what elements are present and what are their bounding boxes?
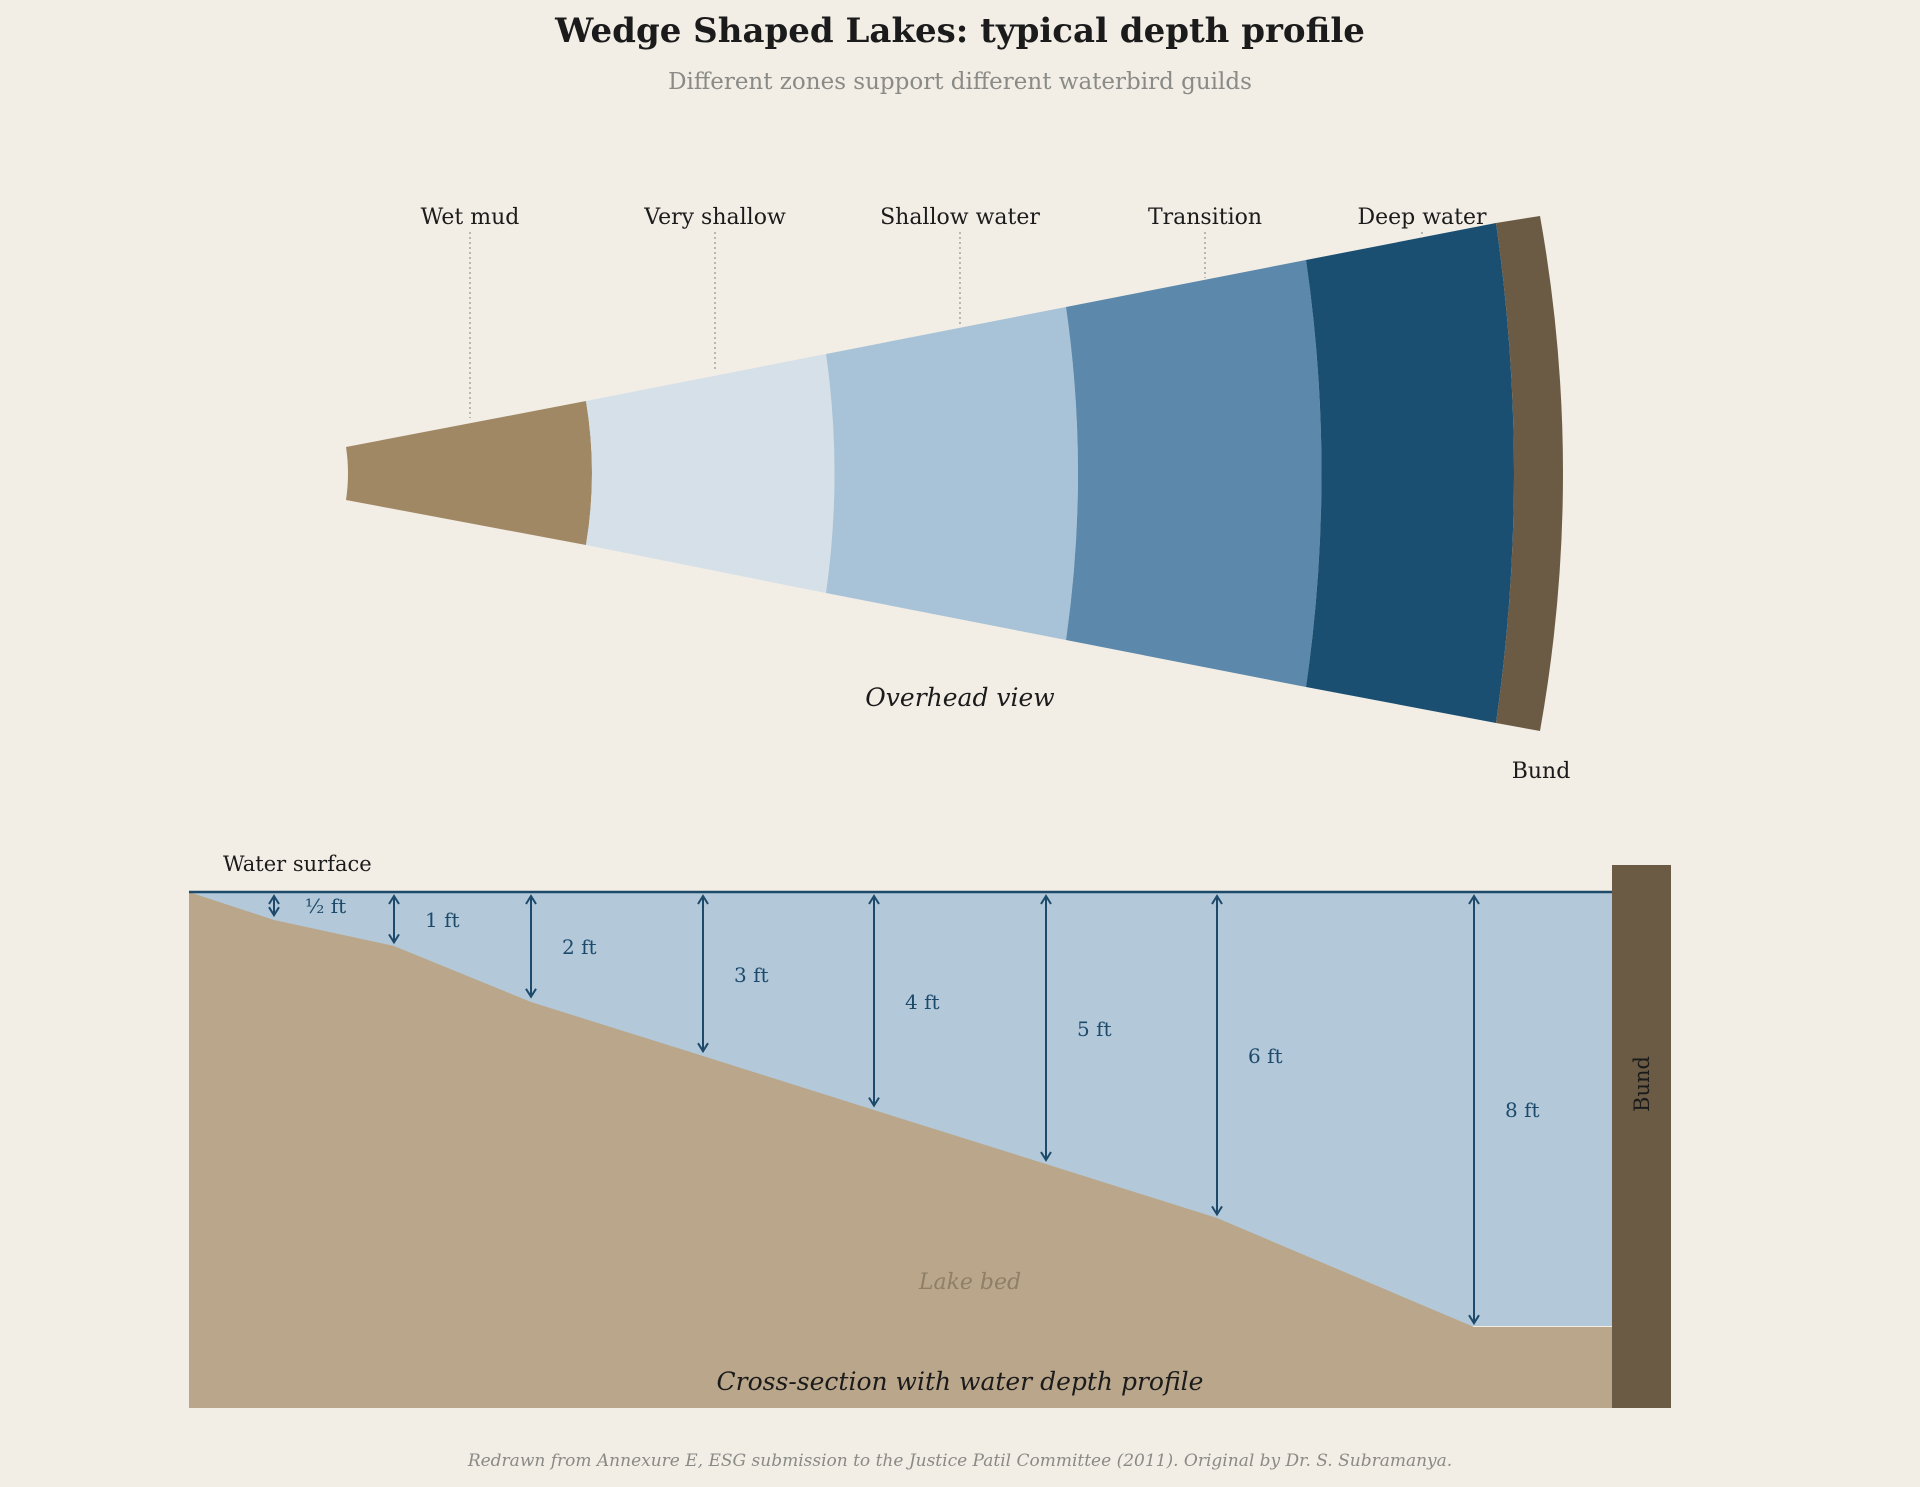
- zone-shallow-water: [826, 307, 1078, 640]
- zone-label-wet-mud: Wet mud: [421, 205, 520, 230]
- depth-arrow-heads: [868, 894, 880, 1108]
- depth-arrow: 6 ft: [1211, 894, 1283, 1217]
- bund-label-cross-section: Bund: [1630, 1056, 1654, 1112]
- depth-label: 3 ft: [734, 963, 769, 987]
- depth-label: 8 ft: [1505, 1098, 1540, 1122]
- bund-cross-section: [1612, 865, 1671, 1408]
- lake-bed-label: Lake bed: [918, 1270, 1021, 1295]
- zone-label-deep-water: Deep water: [1357, 205, 1487, 230]
- depth-label: 6 ft: [1248, 1044, 1283, 1068]
- depth-arrows: ½ ft 1 ft 2 ft 3 ft 4 ft 5 ft 6 ft 8 ft: [268, 894, 1540, 1326]
- source-note: Redrawn from Annexure E, ESG submission …: [467, 1451, 1452, 1471]
- depth-arrow: 5 ft: [1040, 894, 1112, 1162]
- lake-bed: [189, 892, 1612, 1408]
- diagram-subtitle: Different zones support different waterb…: [668, 69, 1252, 95]
- depth-arrow-heads: [268, 894, 280, 918]
- diagram-title: Wedge Shaped Lakes: typical depth profil…: [554, 11, 1365, 51]
- depth-label: ½ ft: [305, 894, 346, 918]
- water-surface-label: Water surface: [223, 852, 372, 876]
- overhead-view-caption: Overhead view: [865, 683, 1054, 712]
- zone-deep-water: [1306, 223, 1514, 723]
- zone-label-shallow-water: Shallow water: [880, 205, 1040, 230]
- depth-arrow: 1 ft: [388, 894, 460, 945]
- depth-arrow: 2 ft: [525, 894, 597, 999]
- overhead-view: Wet mud Very shallow Shallow water Trans…: [346, 205, 1570, 784]
- depth-arrow: 3 ft: [697, 894, 769, 1054]
- zone-very-shallow: [586, 354, 835, 593]
- cross-section: ½ ft 1 ft 2 ft 3 ft 4 ft 5 ft 6 ft 8 ft Water s…: [189, 852, 1671, 1408]
- depth-label: 1 ft: [425, 908, 460, 932]
- depth-arrow: ½ ft: [268, 894, 346, 918]
- zone-label-transition: Transition: [1148, 205, 1262, 230]
- depth-arrow-heads: [525, 894, 537, 999]
- depth-label: 5 ft: [1077, 1017, 1112, 1041]
- zone-wet-mud: [346, 401, 592, 545]
- bund-label-overhead: Bund: [1512, 759, 1571, 784]
- zone-label-very-shallow: Very shallow: [643, 205, 786, 230]
- depth-arrow: 8 ft: [1468, 894, 1540, 1326]
- depth-arrow-heads: [1211, 894, 1223, 1217]
- depth-label: 2 ft: [562, 935, 597, 959]
- depth-label: 4 ft: [905, 990, 940, 1014]
- depth-arrow-heads: [1040, 894, 1052, 1162]
- bund-overhead: [1496, 216, 1563, 731]
- depth-arrow-heads: [1468, 894, 1480, 1326]
- depth-arrow-heads: [388, 894, 400, 945]
- depth-arrow: 4 ft: [868, 894, 940, 1108]
- zone-transition: [1066, 260, 1322, 687]
- depth-arrow-heads: [697, 894, 709, 1054]
- cross-section-caption: Cross-section with water depth profile: [717, 1367, 1204, 1396]
